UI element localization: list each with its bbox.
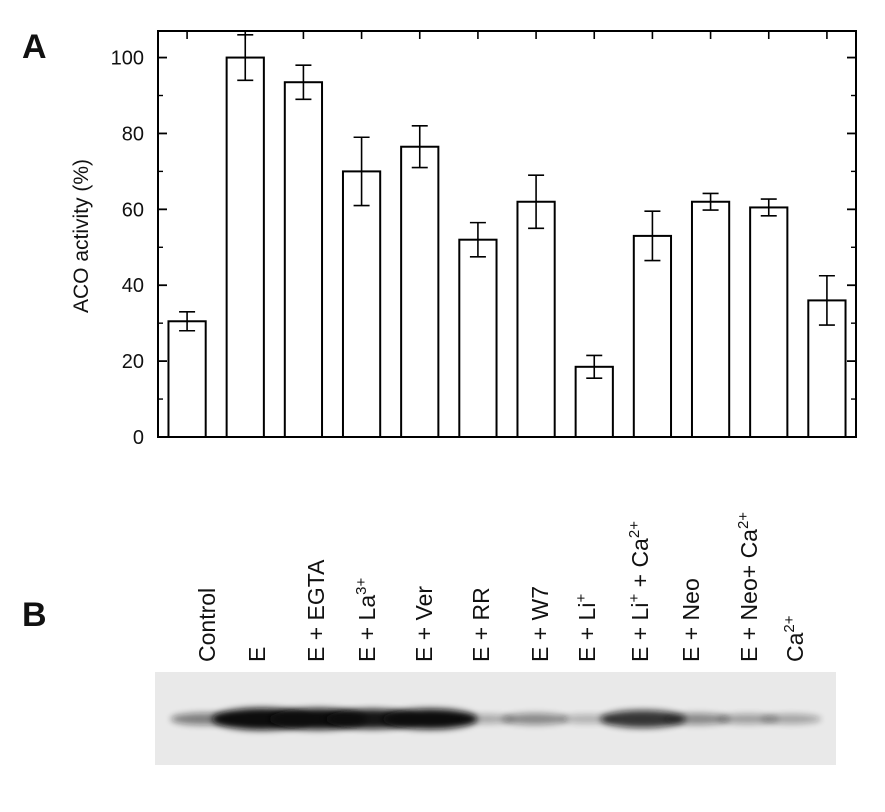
lane-label: Control [194, 588, 220, 662]
blot-band [600, 710, 686, 728]
error-bar [644, 210, 661, 262]
blot-band [455, 714, 515, 724]
blot-band [760, 714, 822, 724]
panel-a-label: A [22, 28, 47, 66]
y-tick-label: 100 [111, 48, 144, 70]
blot-band [501, 713, 569, 725]
blot-band [382, 708, 478, 730]
lane-label: E + Li+ + Ca2+ [626, 521, 653, 662]
lane-label: E + RR [468, 587, 494, 662]
bar [632, 234, 673, 438]
lane-label: E + Neo [678, 578, 704, 662]
bar [167, 320, 207, 438]
bar [283, 81, 324, 438]
bar-chart: 0 20 40 60 80 100 [111, 30, 857, 449]
error-bar [179, 310, 196, 332]
error-bar [760, 198, 777, 217]
lane-label: E + W7 [527, 586, 553, 662]
bar [749, 206, 789, 438]
blot-band [663, 713, 731, 725]
lane-label: E + La3+ [353, 578, 380, 662]
lane-label: E + Li+ [573, 594, 600, 662]
y-tick-label: 60 [122, 199, 144, 221]
error-bar [295, 64, 312, 101]
error-bar [353, 136, 370, 207]
y-tick-label: 40 [122, 275, 144, 297]
error-bar [702, 192, 719, 211]
y-tick-label: 20 [122, 351, 144, 373]
error-bar [469, 221, 486, 258]
error-bar [586, 354, 603, 379]
error-bar [528, 174, 545, 230]
error-bar [411, 125, 428, 169]
blot-lane-labels: Control E E + EGTA E + La3+ E + Ver E + RR E +… [194, 512, 808, 662]
lane-label: Ca2+ [781, 615, 808, 662]
y-axis-label: ACO activity (%) [70, 159, 93, 313]
lane-label: E + Neo+ Ca2+ [735, 512, 762, 662]
blot-band [717, 714, 779, 724]
bar [458, 238, 498, 438]
lane-label: E + EGTA [303, 559, 329, 662]
bar [516, 200, 556, 438]
plot-frame [157, 30, 857, 438]
bar [341, 170, 382, 438]
western-blot [155, 672, 836, 765]
lane-label: E [244, 647, 270, 662]
error-bar [818, 274, 835, 326]
lane-label: E + Ver [411, 586, 437, 662]
y-tick-label: 0 [133, 427, 144, 449]
y-tick-label: 80 [122, 123, 144, 145]
bar [225, 56, 265, 438]
bar [807, 299, 847, 438]
panel-b-label: B [22, 596, 47, 634]
bar [690, 200, 731, 438]
bar [400, 145, 440, 438]
